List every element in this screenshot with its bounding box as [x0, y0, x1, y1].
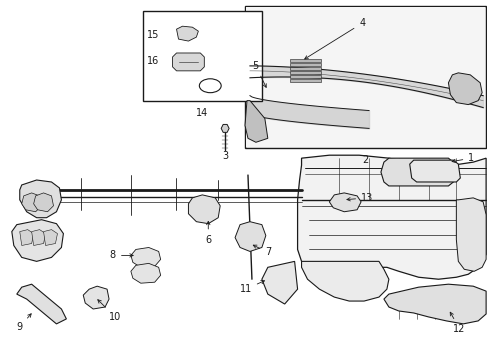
Text: 11: 11 [239, 280, 264, 294]
Bar [289, 63, 321, 66]
Polygon shape [328, 193, 360, 212]
Polygon shape [188, 195, 220, 224]
Text: 12: 12 [449, 312, 465, 334]
Text: 6: 6 [205, 221, 211, 244]
Text: 15: 15 [147, 30, 160, 40]
Bar [289, 59, 321, 62]
Polygon shape [172, 53, 204, 71]
Polygon shape [43, 230, 57, 246]
Polygon shape [17, 284, 66, 324]
Text: 3: 3 [222, 151, 228, 161]
Text: 13: 13 [346, 193, 372, 203]
Bar [244, 6, 485, 148]
Polygon shape [20, 180, 61, 218]
Text: 4: 4 [304, 18, 365, 59]
Text: 5: 5 [252, 61, 265, 87]
Bar [142, 11, 262, 100]
Text: 8: 8 [110, 251, 133, 260]
Text: 14: 14 [196, 108, 208, 117]
Text: 10: 10 [98, 300, 121, 322]
Polygon shape [176, 26, 198, 41]
Polygon shape [383, 284, 485, 324]
Polygon shape [262, 261, 297, 304]
Polygon shape [455, 198, 485, 271]
Polygon shape [32, 230, 45, 246]
Polygon shape [235, 222, 265, 251]
Polygon shape [244, 100, 267, 142]
Bar [289, 79, 321, 82]
Text: 9: 9 [17, 314, 31, 332]
Text: 16: 16 [147, 56, 160, 66]
Polygon shape [131, 264, 161, 283]
Polygon shape [20, 230, 34, 246]
Polygon shape [301, 261, 388, 301]
Bar [289, 71, 321, 74]
Bar [289, 67, 321, 70]
Text: 2: 2 [362, 155, 368, 165]
Polygon shape [12, 220, 63, 261]
Bar [289, 75, 321, 78]
Polygon shape [131, 247, 161, 267]
Polygon shape [21, 193, 41, 212]
Text: 7: 7 [253, 245, 270, 257]
Polygon shape [297, 155, 485, 285]
Polygon shape [83, 286, 109, 309]
Polygon shape [409, 160, 459, 182]
Polygon shape [34, 193, 53, 212]
Polygon shape [221, 125, 229, 132]
Text: 1: 1 [451, 153, 473, 163]
Polygon shape [380, 158, 455, 186]
Polygon shape [447, 73, 481, 105]
Bar [245, 7, 484, 147]
